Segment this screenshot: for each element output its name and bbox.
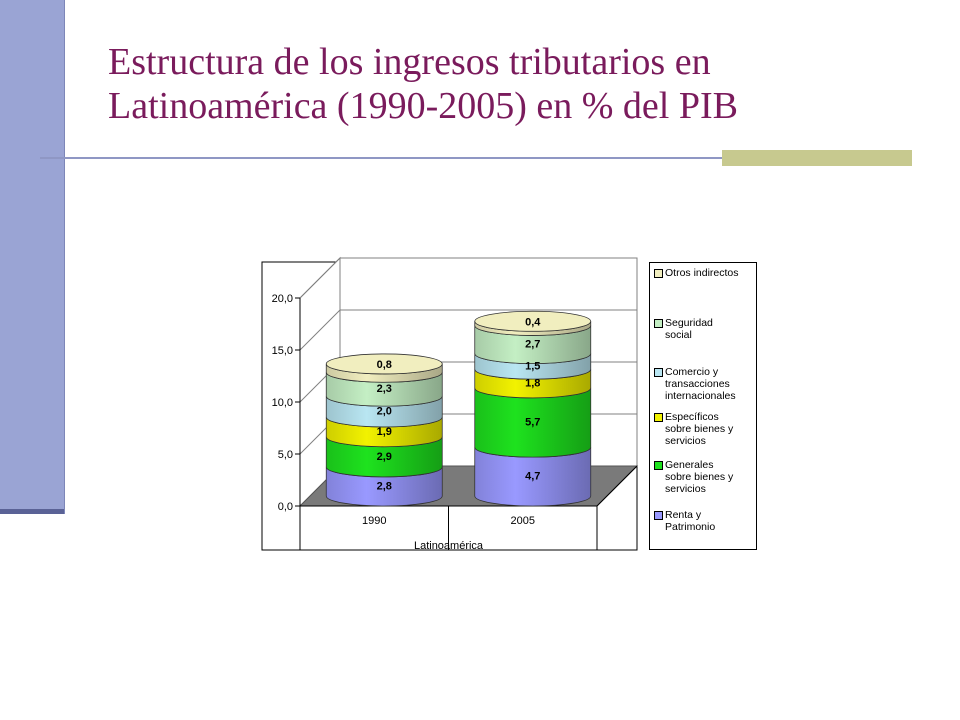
data-label: 2,9: [377, 451, 392, 463]
y-tick-label: 20,0: [272, 293, 293, 305]
legend-swatch: [654, 413, 663, 422]
data-label: 1,8: [525, 377, 540, 389]
bar-top-cap: [474, 310, 592, 332]
chart-axes: 0,0 5,0 10,0 15,0 20,0 1990 2005 Latinoamérica: [272, 293, 638, 552]
chart-data-labels: 2,8 2,9 1,9 2,0 2,3 0,8 4,7 5,7 1,8 1,5 2,7 0,4: [377, 316, 542, 492]
legend-swatch: [654, 511, 663, 520]
data-label: 2,0: [377, 406, 392, 418]
data-label: 1,5: [525, 360, 540, 372]
data-label: 5,7: [525, 416, 540, 428]
bar-top-cap: [325, 353, 443, 375]
y-tick-label: 5,0: [278, 449, 293, 461]
slide-title: Estructura de los ingresos tributarios e…: [108, 41, 738, 127]
data-label: 4,7: [525, 471, 540, 483]
x-tick-label: 2005: [511, 515, 535, 527]
y-tick-label: 0,0: [278, 501, 293, 513]
legend-label: Renta y Patrimonio: [665, 509, 716, 533]
title-accent-bar: [722, 150, 912, 166]
legend-swatch: [654, 269, 663, 278]
sidebar-shadow: [0, 509, 64, 514]
legend-label: Otros indirectos: [665, 267, 739, 279]
title-divider: [40, 157, 912, 159]
legend-swatch: [654, 368, 663, 377]
chart-legend: Otros indirectos Seguridad social Comercio …: [649, 262, 757, 550]
data-label: 0,4: [525, 316, 541, 328]
gridline-side: [299, 257, 341, 299]
data-label: 0,8: [377, 359, 392, 371]
data-label: 1,9: [377, 426, 392, 438]
sidebar-bar: [0, 0, 65, 514]
legend-label: Seguridad social: [665, 317, 713, 341]
y-tick-label: 10,0: [272, 397, 293, 409]
x-axis-title: Latinoamérica: [414, 540, 484, 552]
legend-label: Generales sobre bienes y servicios: [665, 459, 734, 495]
data-label: 2,7: [525, 338, 540, 350]
x-axis-depth-line: [596, 465, 638, 507]
data-label: 2,3: [377, 383, 392, 395]
chart-bars: [325, 310, 592, 507]
gridline-side: [299, 309, 341, 351]
data-label: 2,8: [377, 480, 392, 492]
y-tick-label: 15,0: [272, 345, 293, 357]
legend-label: Específicos sobre bienes y servicios: [665, 411, 734, 447]
legend-label: Comercio y transacciones internacionales: [665, 366, 736, 402]
legend-swatch: [654, 319, 663, 328]
legend-swatch: [654, 461, 663, 470]
x-tick-label: 1990: [362, 515, 386, 527]
